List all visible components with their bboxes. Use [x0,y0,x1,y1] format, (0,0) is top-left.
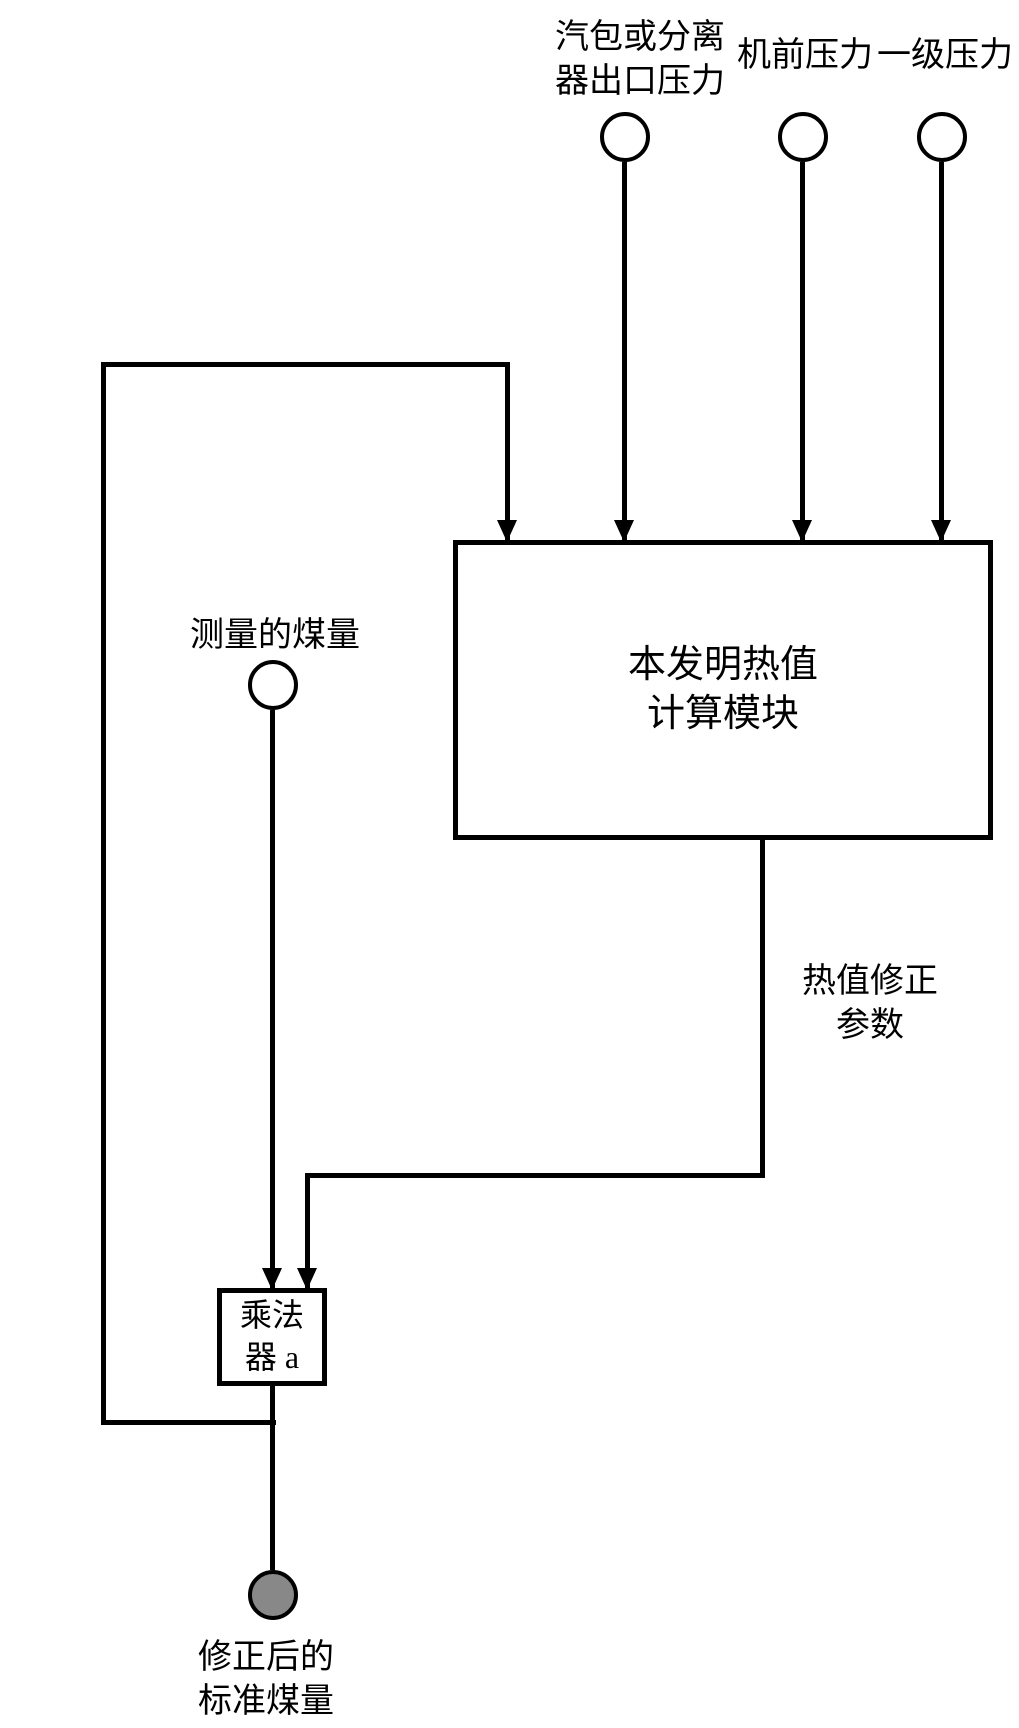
input-label-3: 一级压力 [870,34,1019,78]
input-label-2: 机前压力 [730,34,880,78]
line-module-out-v [760,840,765,1178]
multiplier-box: 乘法 器 a [217,1288,327,1386]
input-circle-2 [778,112,828,162]
line-input-3 [939,162,944,540]
line-coal-down [270,710,275,1288]
feedback-v2 [505,362,510,540]
line-mult-out [270,1386,275,1570]
module-label: 本发明热值 计算模块 [628,641,818,740]
measured-coal-circle [248,660,298,710]
arrow-coal-down [262,1268,282,1290]
feedback-h2 [101,362,510,367]
arrow-input-3 [931,520,951,542]
arrow-feedback [497,520,517,542]
feedback-v1 [101,362,106,1425]
line-input-1 [622,162,627,540]
input-label-1: 汽包或分离 器出口压力 [540,16,740,104]
arrow-module-out [297,1268,317,1290]
arrow-input-2 [792,520,812,542]
output-circle [248,1570,298,1620]
heat-value-module: 本发明热值 计算模块 [453,540,993,840]
correction-label: 热值修正 参数 [790,960,950,1048]
input-circle-1 [600,112,650,162]
line-input-2 [800,162,805,540]
line-module-out-h [305,1173,765,1178]
input-circle-3 [917,112,967,162]
output-label: 修正后的 标准煤量 [198,1636,358,1724]
feedback-h1 [101,1420,276,1425]
multiplier-label: 乘法 器 a [240,1295,304,1378]
arrow-input-1 [614,520,634,542]
measured-coal-label: 测量的煤量 [180,614,370,658]
